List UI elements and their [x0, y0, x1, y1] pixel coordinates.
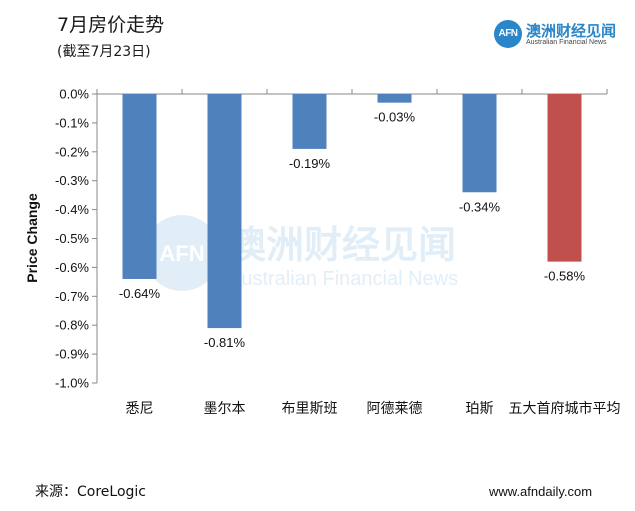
data-label-2: -0.81%: [204, 335, 246, 350]
y-tick-label: -0.4%: [55, 202, 89, 217]
x-category-label-1: 悉尼: [126, 401, 154, 417]
chart-subtitle: (截至7月23日): [57, 44, 151, 60]
watermark-name-en: Australian Financial News: [228, 268, 458, 290]
bar-1[interactable]: [122, 94, 157, 279]
y-tick-label: -0.9%: [55, 347, 89, 362]
data-label-6: -0.58%: [544, 269, 586, 284]
y-tick-label: -0.1%: [55, 115, 89, 130]
bar-4[interactable]: [377, 94, 412, 103]
y-tick-label: -0.6%: [55, 260, 89, 275]
y-tick-label: -0.3%: [55, 173, 89, 188]
bar-2[interactable]: [207, 94, 242, 329]
chart-bars: [122, 94, 582, 329]
bar-3[interactable]: [292, 94, 327, 149]
afn-logo-mark: AFN: [494, 20, 522, 48]
y-tick-label: -0.5%: [55, 231, 89, 246]
chart-data-labels: -0.64% 悉尼 -0.81% 墨尔本 -0.19% 布里斯班 -0.03% 阿德莱德 -0.…: [119, 110, 621, 417]
x-category-label-5: 珀斯: [466, 401, 494, 417]
chart-title: 7月房价走势: [57, 14, 165, 36]
data-label-1: -0.64%: [119, 286, 161, 301]
afn-logo: AFN 澳洲财经见闻 Australian Financial News: [494, 20, 624, 50]
afn-logo-name-en: Australian Financial News: [526, 39, 607, 46]
bar-6[interactable]: [547, 94, 582, 262]
chart-axes: 0.0% -0.1% -0.2% -0.3% -0.4% -0.5% -0.6% -0.7% -…: [55, 87, 608, 391]
y-tick-label: 0.0%: [59, 87, 89, 102]
watermark-name-cn: 澳洲财经见闻: [228, 223, 456, 267]
data-label-4: -0.03%: [374, 110, 416, 125]
data-label-3: -0.19%: [289, 156, 331, 171]
watermark: AFN 澳洲财经见闻 Australian Financial News: [144, 215, 458, 291]
x-category-label-2: 墨尔本: [204, 401, 246, 417]
website-link[interactable]: www.afndaily.com: [489, 484, 593, 499]
watermark-mark: AFN: [159, 241, 204, 266]
source-note: 来源：CoreLogic: [35, 484, 146, 500]
x-category-label-6: 五大首府城市平均: [509, 400, 621, 417]
x-category-label-4: 阿德莱德: [367, 401, 423, 417]
afn-logo-name-cn: 澳洲财经见闻: [526, 22, 617, 40]
data-label-5: -0.34%: [459, 199, 501, 214]
y-tick-label: -0.2%: [55, 144, 89, 159]
y-tick-label: -1.0%: [55, 376, 89, 391]
y-tick-label: -0.8%: [55, 318, 89, 333]
x-category-label-3: 布里斯班: [282, 401, 338, 417]
y-axis-label: Price Change: [24, 193, 40, 283]
y-tick-label: -0.7%: [55, 289, 89, 304]
bar-5[interactable]: [462, 94, 497, 193]
